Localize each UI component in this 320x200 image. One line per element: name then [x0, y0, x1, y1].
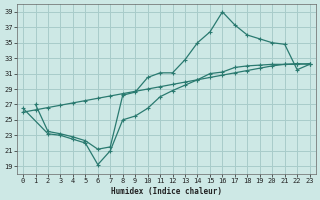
X-axis label: Humidex (Indice chaleur): Humidex (Indice chaleur) [111, 187, 222, 196]
